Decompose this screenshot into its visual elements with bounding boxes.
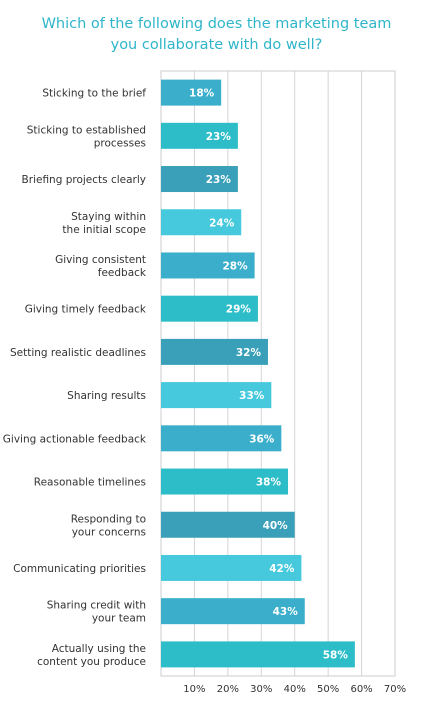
x-tick-label: 60%	[350, 684, 372, 695]
bar-value-label: 28%	[222, 260, 248, 272]
category-label: content you produce	[37, 656, 146, 668]
bar-value-label: 40%	[263, 520, 289, 532]
bar	[161, 122, 238, 149]
category-label: Giving consistent	[55, 254, 146, 266]
bar-value-label: 36%	[249, 433, 275, 445]
x-tick-label: 50%	[317, 684, 339, 695]
bar-value-label: 23%	[206, 174, 232, 186]
bar	[161, 209, 242, 236]
bar	[161, 295, 258, 322]
category-label: your concerns	[72, 526, 146, 538]
bar-value-label: 18%	[189, 88, 215, 100]
category-label: Giving timely feedback	[25, 304, 147, 316]
category-label: Sharing credit with	[47, 600, 146, 612]
bar	[161, 554, 302, 581]
bar	[161, 425, 282, 452]
bar	[161, 252, 255, 279]
bar	[161, 468, 289, 495]
category-label: Communicating priorities	[13, 563, 146, 575]
category-label: Briefing projects clearly	[22, 174, 146, 186]
category-label: Setting realistic deadlines	[10, 347, 146, 359]
bar-value-label: 29%	[226, 304, 252, 316]
category-label: Actually using the	[52, 643, 146, 655]
chart-title-line-1: Which of the following does the marketin…	[41, 16, 392, 32]
category-label: Staying within	[71, 211, 146, 223]
x-tick-label: 40%	[284, 684, 306, 695]
bar-value-label: 24%	[209, 217, 235, 229]
plot-frame	[160, 70, 396, 677]
bar-value-label: 58%	[323, 649, 349, 661]
x-tick-label: 20%	[217, 684, 239, 695]
bar	[161, 511, 295, 538]
bar-value-label: 33%	[239, 390, 265, 402]
bar-value-label: 38%	[256, 477, 282, 489]
bar	[161, 338, 268, 365]
bar-value-label: 32%	[236, 347, 262, 359]
bar-value-label: 42%	[269, 563, 295, 575]
category-label: feedback	[98, 267, 147, 279]
chart-title-line-2: you collaborate with do well?	[110, 37, 323, 53]
category-label: Sharing results	[67, 390, 146, 402]
grid-lines	[193, 71, 396, 676]
category-label: Reasonable timelines	[34, 477, 146, 489]
bar	[161, 641, 355, 668]
x-tick-label: 70%	[384, 684, 406, 695]
bar	[161, 382, 272, 409]
x-tick-label: 30%	[250, 684, 272, 695]
category-label: your team	[92, 613, 146, 625]
bar	[161, 598, 305, 625]
bar-value-label: 23%	[206, 131, 232, 143]
bar	[161, 166, 238, 193]
category-label: Sticking to the brief	[42, 88, 146, 100]
category-label: the initial scope	[62, 224, 146, 236]
bar	[161, 79, 222, 106]
category-label: Sticking to established	[27, 124, 146, 136]
x-tick-label: 10%	[183, 684, 205, 695]
category-label: Giving actionable feedback	[3, 433, 147, 445]
category-label: Responding to	[71, 513, 146, 525]
bar-value-label: 43%	[273, 606, 299, 618]
category-label: processes	[94, 137, 146, 149]
chart-title: Which of the following does the marketin…	[0, 14, 433, 56]
